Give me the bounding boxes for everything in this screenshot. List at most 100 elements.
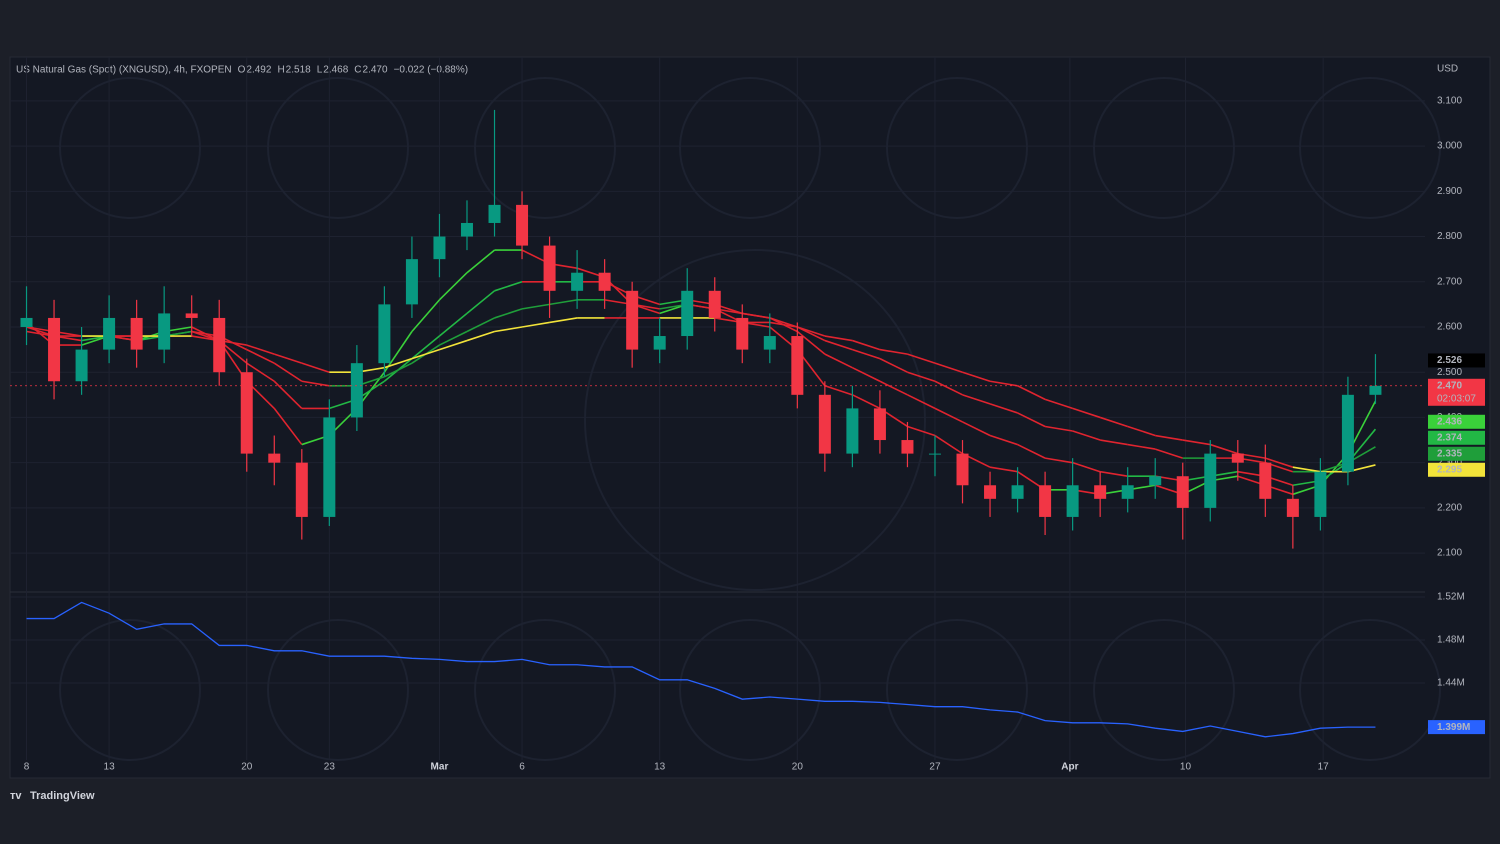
moving-average-segment <box>273 380 303 409</box>
moving-average-segment <box>1044 457 1073 464</box>
moving-average-segment <box>907 425 936 437</box>
candle-body <box>75 349 88 382</box>
moving-average-segment <box>439 339 468 351</box>
moving-average-segment <box>879 348 908 355</box>
candle-body <box>1341 394 1354 472</box>
legend-value: 2.492 <box>246 65 271 76</box>
moving-average-segment <box>1099 416 1128 428</box>
moving-average-segment <box>274 353 303 364</box>
moving-average-segment <box>797 326 826 337</box>
moving-average-segment <box>824 385 853 396</box>
y-tick-label: 2.600 <box>1437 322 1462 333</box>
candle-body <box>405 259 418 305</box>
high-tag-bg <box>1428 353 1485 368</box>
moving-average-segment <box>852 339 881 351</box>
y-tick-label: 2.100 <box>1437 548 1462 559</box>
moving-average-segment <box>1100 439 1128 446</box>
moving-average-segment <box>246 348 275 364</box>
x-tick-label: 20 <box>241 762 253 773</box>
countdown: 02:03:07 <box>1437 393 1476 404</box>
candle-body <box>598 272 611 291</box>
moving-average-segment <box>494 326 523 333</box>
moving-average-segment <box>384 362 413 378</box>
moving-average-tag: 2.335 <box>1437 448 1462 459</box>
y-tick-label: 3.000 <box>1437 141 1462 152</box>
x-tick-label: 8 <box>24 762 30 773</box>
y-tick-label: 2.700 <box>1437 276 1462 287</box>
moving-average-segment <box>301 380 330 387</box>
moving-average-segment <box>1017 412 1046 428</box>
candle-body <box>818 394 831 454</box>
x-tick-label: 27 <box>929 762 941 773</box>
currency-label: USD <box>1437 64 1458 75</box>
moving-average-segment <box>411 335 440 360</box>
candle-body <box>185 313 198 318</box>
candle-body <box>791 336 804 395</box>
legend-key: O <box>238 65 246 76</box>
candle-body <box>20 317 33 327</box>
candle-body <box>1314 471 1327 517</box>
candle-body <box>158 313 171 350</box>
x-tick-label: Apr <box>1061 762 1078 773</box>
candle-body <box>268 453 281 463</box>
moving-average-segment <box>301 362 330 373</box>
candle-body <box>928 453 941 455</box>
moving-average-segment <box>439 330 468 346</box>
candle-body <box>984 485 997 499</box>
moving-average-segment <box>1100 470 1128 478</box>
moving-average-segment <box>273 407 303 446</box>
moving-average-segment <box>521 303 550 310</box>
indicator-tag-bg <box>1428 720 1485 735</box>
moving-average-segment <box>1127 425 1156 437</box>
candle-body <box>323 417 336 517</box>
candle-body <box>516 204 529 246</box>
moving-average-segment <box>1017 443 1046 459</box>
moving-average-segment <box>246 362 275 382</box>
candle-body <box>488 204 501 223</box>
legend-value: 2.470 <box>363 65 388 76</box>
last-price-tag-bg <box>1428 378 1485 406</box>
moving-average-segment <box>1072 430 1101 441</box>
candle-body <box>378 304 391 364</box>
moving-average-segment <box>907 353 936 364</box>
y-tick-label: 2.800 <box>1437 231 1462 242</box>
legend-key: C <box>354 65 361 76</box>
moving-average-segment <box>962 394 991 405</box>
moving-average-segment <box>1127 443 1156 450</box>
moving-average-segment <box>852 394 881 410</box>
candle-body <box>956 453 969 486</box>
candle-body <box>846 408 859 454</box>
candle-body <box>350 363 363 418</box>
moving-average-tag-bg <box>1428 462 1485 477</box>
x-tick-label: 23 <box>324 762 336 773</box>
moving-average-segment <box>549 299 578 306</box>
candle-body <box>1149 476 1162 486</box>
indicator-tick-label: 1.48M <box>1437 635 1465 646</box>
candle-body <box>1066 485 1079 517</box>
candle-body <box>626 290 639 350</box>
moving-average-segment <box>1154 448 1183 459</box>
candle-body <box>213 317 226 373</box>
brand: TradingView <box>30 790 95 802</box>
x-tick-label: 13 <box>104 762 116 773</box>
candle-body <box>240 372 253 454</box>
candle-body <box>1369 385 1382 395</box>
x-tick-label: 13 <box>654 762 666 773</box>
watermark <box>59 77 1441 761</box>
candle-body <box>901 440 914 454</box>
moving-average-segment <box>879 380 908 396</box>
moving-average-segment <box>1292 466 1321 473</box>
moving-average-segment <box>989 434 1018 446</box>
last-price-tag: 2.470 <box>1437 380 1462 391</box>
y-tick-label: 2.900 <box>1437 186 1462 197</box>
candle-body <box>571 272 584 291</box>
y-tick-label: 3.100 <box>1437 96 1462 107</box>
moving-average-segment <box>796 330 826 355</box>
indicator-line <box>26 601 1376 738</box>
candle-body <box>708 290 721 318</box>
candle-body <box>1176 476 1189 508</box>
moving-average-tag: 2.374 <box>1437 432 1462 443</box>
moving-average-segment <box>907 394 936 410</box>
moving-average-segment <box>907 371 936 383</box>
moving-average-segment <box>466 249 496 274</box>
